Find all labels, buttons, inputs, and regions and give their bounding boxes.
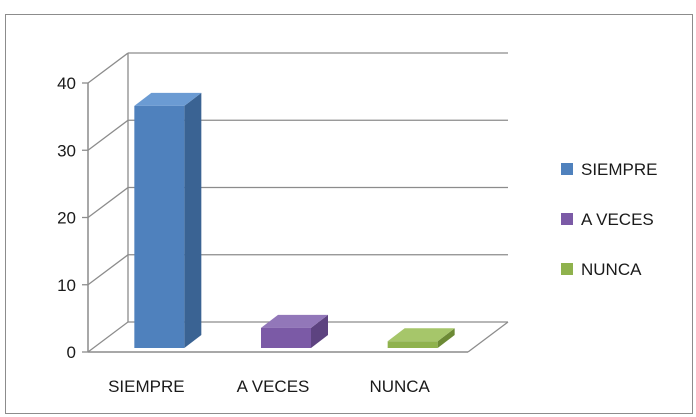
bar-top — [387, 328, 455, 342]
legend-label: A VECES — [581, 210, 654, 229]
bars — [134, 92, 455, 349]
chart-frame: 0 10 20 30 40 SIEMPRE A VECES NUNCA SIEMPRE A V… — [5, 14, 693, 414]
x-category-label: NUNCA — [369, 377, 430, 396]
legend-swatch — [561, 163, 573, 175]
bar-a-veces — [261, 314, 328, 348]
floor-right-edge — [467, 321, 509, 353]
legend-swatch — [561, 263, 573, 275]
chart-floor — [88, 321, 509, 353]
legend-label: SIEMPRE — [581, 160, 658, 179]
gridline-depth — [87, 52, 129, 84]
y-tick-label: 30 — [57, 141, 76, 160]
bar-side — [184, 92, 202, 349]
bar-top — [134, 92, 202, 106]
legend-item: A VECES — [561, 210, 654, 229]
chart-left-wall — [82, 52, 129, 353]
bar-front — [261, 327, 311, 348]
y-tick-label: 20 — [57, 209, 76, 228]
gridline-depth — [87, 254, 129, 286]
bar-nunca — [387, 328, 455, 348]
legend-swatch — [561, 213, 573, 225]
bar-front — [387, 341, 438, 348]
x-category-label: A VECES — [237, 377, 310, 396]
bar-chart: 0 10 20 30 40 SIEMPRE A VECES NUNCA SIEMPRE A V… — [57, 52, 658, 396]
y-tick-label: 40 — [57, 74, 76, 93]
legend-label: NUNCA — [581, 260, 642, 279]
legend: SIEMPRE A VECES NUNCA — [561, 160, 658, 279]
y-tick-label: 10 — [57, 276, 76, 295]
bar-side — [311, 314, 328, 348]
x-category-label: SIEMPRE — [108, 377, 185, 396]
legend-item: NUNCA — [561, 260, 642, 279]
bar-siempre — [134, 92, 202, 349]
gridline-depth — [87, 186, 129, 219]
bar-front — [134, 105, 185, 349]
gridline-depth — [87, 321, 129, 353]
bar-top — [261, 314, 328, 328]
legend-item: SIEMPRE — [561, 160, 658, 179]
gridline-depth — [87, 119, 129, 151]
y-axis-tick-labels: 0 10 20 30 40 — [57, 74, 76, 362]
bar-side — [437, 328, 455, 348]
x-axis-category-labels: SIEMPRE A VECES NUNCA — [108, 377, 430, 396]
y-tick-label: 0 — [67, 343, 76, 362]
